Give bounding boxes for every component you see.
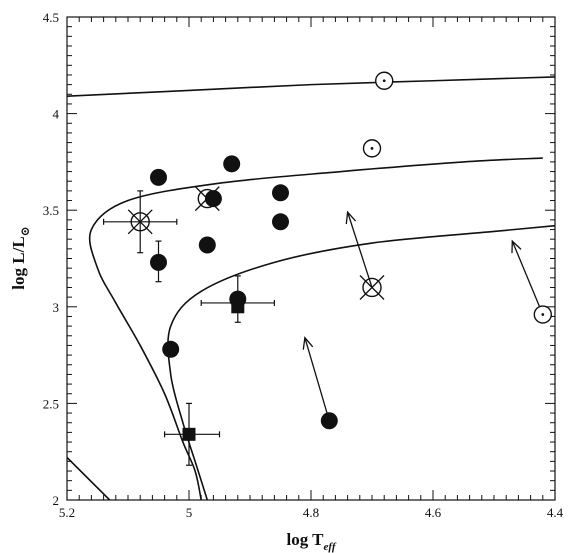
- filled-circle-point: [150, 253, 167, 271]
- y-tick-label: 4.5: [43, 10, 59, 25]
- x-tick-label: 5: [186, 505, 193, 520]
- x-tick-label: 4.6: [425, 505, 442, 520]
- arrow-shaft: [511, 240, 544, 315]
- evolutionary-tracks: [67, 76, 555, 500]
- data-points: [127, 71, 552, 441]
- filled-circle-point: [272, 184, 289, 202]
- open-circle-center-dot: [370, 146, 374, 150]
- filled-circle-point: [223, 155, 241, 173]
- arrow-shaft: [346, 211, 373, 288]
- plot-frame: [66, 16, 556, 501]
- y-tick-label: 4: [53, 107, 60, 122]
- y-axis-title-base: log L/L: [9, 236, 28, 289]
- track-line: [67, 456, 111, 500]
- filled-circle-point: [150, 168, 167, 186]
- arrow-head: [511, 239, 522, 254]
- crossed-circle-cross: [359, 275, 385, 300]
- y-axis-title-sub: ⊙: [18, 226, 32, 236]
- arrow-shaft: [304, 337, 330, 421]
- filled-square-point: [182, 427, 196, 441]
- x-axis-title: log Teff: [286, 530, 336, 553]
- y-axis-title: log L/L⊙: [9, 226, 32, 289]
- arrow-head: [302, 336, 314, 350]
- filled-circle-point: [272, 213, 289, 231]
- filled-circle-point: [204, 190, 222, 208]
- arrows: [302, 210, 544, 421]
- arrow-head: [345, 210, 357, 225]
- crossed-circle-point: [130, 212, 150, 232]
- crossed-circle-cross: [194, 186, 220, 212]
- y-tick-label: 2.5: [43, 396, 59, 411]
- crossed-circle-point: [197, 188, 218, 209]
- filled-circle-point: [320, 412, 338, 430]
- y-tick-label: 3.5: [43, 203, 59, 218]
- x-tick-label: 4.4: [547, 505, 564, 520]
- open-circle-center-dot: [382, 79, 386, 83]
- filled-circle-point: [162, 340, 180, 358]
- x-axis-title-base: log T: [286, 530, 324, 549]
- y-tick-label: 3: [53, 300, 60, 315]
- filled-square-point: [231, 300, 245, 314]
- track-line: [67, 76, 555, 98]
- track-line: [88, 157, 543, 500]
- crossed-circle-point: [362, 277, 382, 298]
- axis-ticks: [66, 16, 556, 501]
- y-tick-label: 2: [53, 493, 60, 508]
- open-circle-center-dot: [541, 313, 545, 316]
- tick-labels: 5.2 5 4.8 4.6 4.4 2 2.5 3 3.5 4 4.5: [43, 10, 564, 520]
- x-axis-title-sub: eff: [324, 541, 337, 553]
- crossed-circle-cross: [127, 209, 153, 235]
- track-line: [167, 224, 555, 500]
- x-tick-label: 4.8: [303, 505, 319, 520]
- x-tick-label: 5.2: [59, 505, 75, 520]
- filled-circle-point: [198, 236, 216, 254]
